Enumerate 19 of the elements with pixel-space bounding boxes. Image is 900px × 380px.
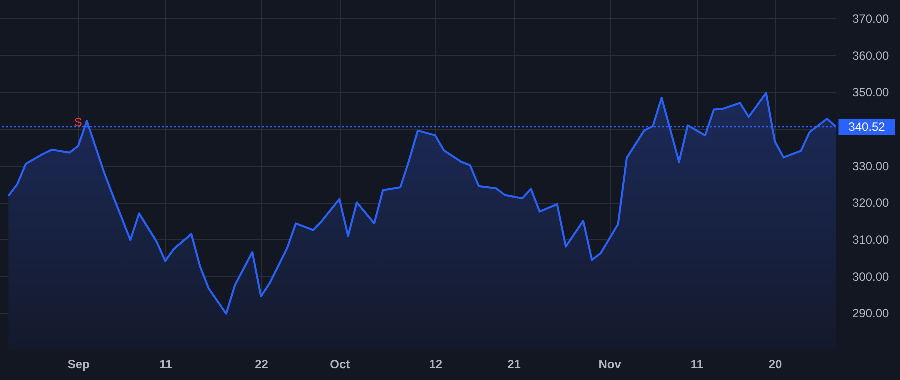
- x-tick-label: 11: [690, 358, 704, 372]
- x-tick-label: 11: [160, 358, 173, 372]
- x-tick-label: Nov: [598, 358, 622, 372]
- x-tick-label: Sep: [68, 358, 90, 372]
- y-tick-label: 370.00: [852, 12, 890, 26]
- ref-line-label: 340.52: [848, 120, 886, 134]
- x-tick-label: 21: [508, 358, 522, 372]
- y-tick-label: 330.00: [852, 159, 890, 174]
- annotation: S: [74, 115, 82, 130]
- y-tick-label: 320.00: [852, 196, 890, 210]
- y-tick-label: 300.00: [852, 270, 890, 284]
- y-tick-label: 360.00: [852, 48, 890, 63]
- x-tick-label: 12: [429, 358, 443, 372]
- y-tick-label: 350.00: [852, 86, 890, 100]
- x-tick-label: 20: [768, 358, 783, 372]
- x-tick-label: Oct: [330, 358, 350, 372]
- y-tick-label: 290.00: [852, 306, 890, 321]
- y-tick-label: 310.00: [852, 232, 890, 247]
- x-tick-label: 22: [255, 358, 269, 372]
